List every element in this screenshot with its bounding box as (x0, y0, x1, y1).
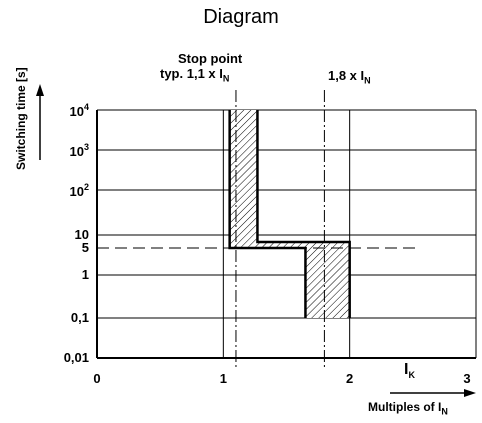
x-tick-label: 2 (346, 371, 354, 386)
limit-value-label: 1,8 x IN (328, 68, 371, 86)
grid-lines (96, 109, 477, 359)
x-axis-arrow-head (464, 389, 476, 397)
stop-point-value-label: typ. 1,1 x IN (160, 66, 230, 84)
y-tick-label: 10 (74, 227, 89, 242)
diagram-title: Diagram (203, 6, 279, 28)
axes (36, 84, 476, 397)
tripping-band (228, 110, 351, 318)
y-tick-label: 0,1 (70, 310, 89, 325)
y-tick-label: 0,01 (63, 350, 89, 365)
y-tick-label: 104 (69, 102, 89, 119)
stop-point-label: Stop point (178, 51, 243, 66)
y-axis-arrow-head (36, 84, 44, 96)
band-hatching (229, 110, 350, 318)
x-tick-label: 1 (219, 371, 227, 386)
y-tick-label: 103 (69, 142, 89, 159)
band-right-boundary (256, 110, 351, 318)
y-tick-label: 5 (81, 240, 89, 255)
reference-lines (97, 90, 420, 370)
x-tick-label: 3 (463, 371, 471, 386)
y-tick-label: 1 (81, 267, 89, 282)
y-tick-label: 102 (69, 182, 89, 199)
x-tick-label: 0 (93, 371, 101, 386)
x-axis-label: Multiples of IN (368, 400, 448, 417)
ik-label: IK (404, 361, 415, 381)
